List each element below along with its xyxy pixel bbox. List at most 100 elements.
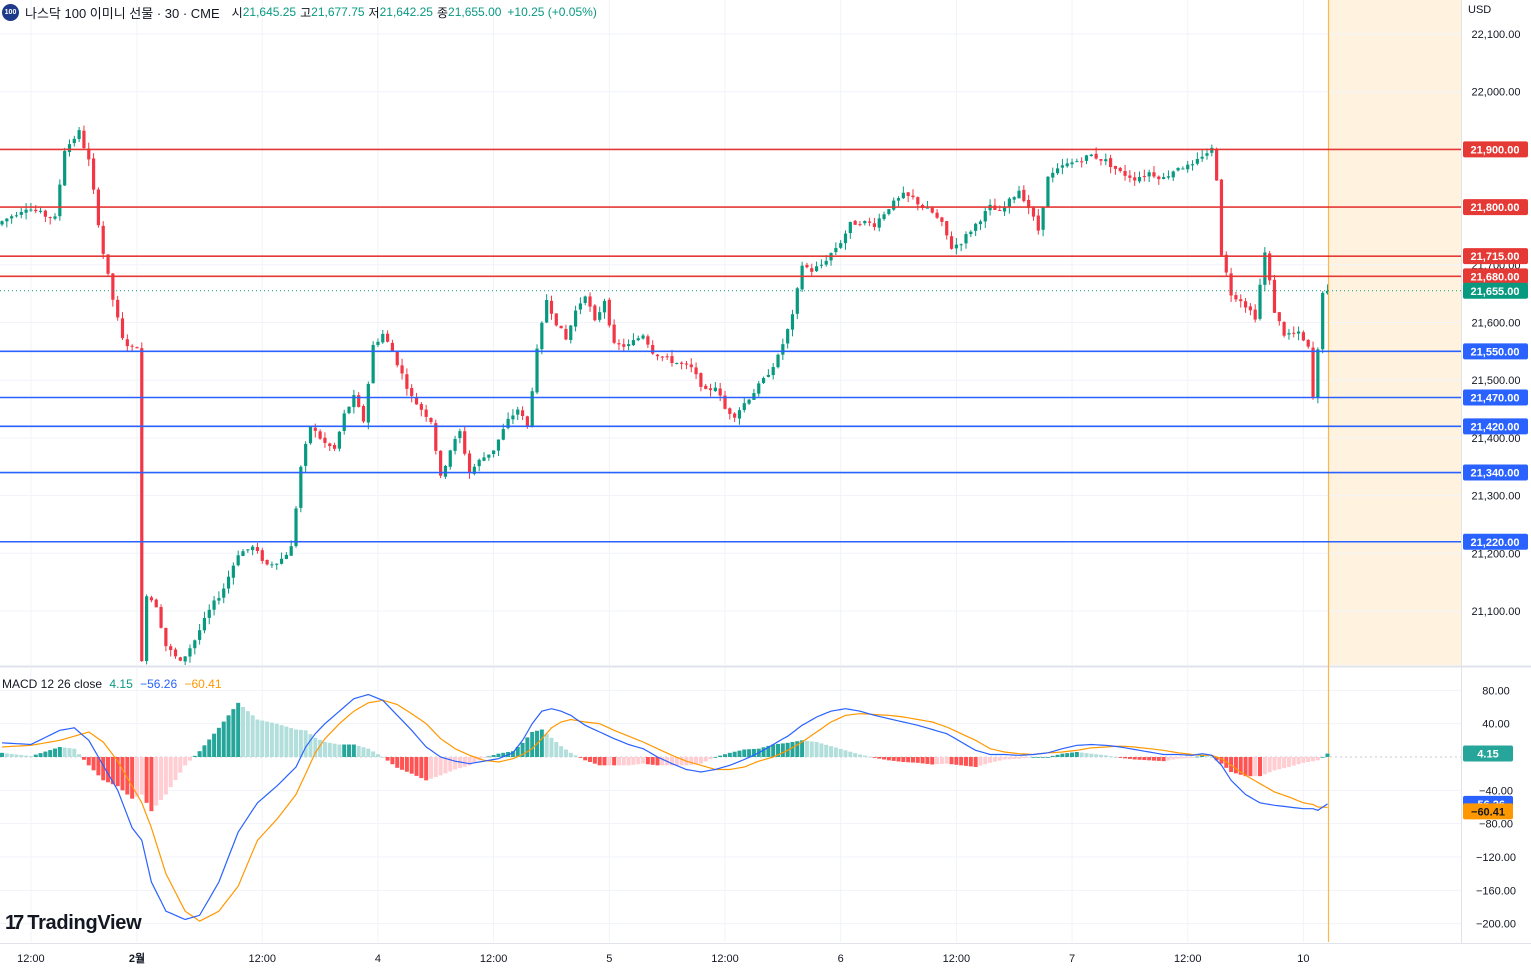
candle-body bbox=[612, 324, 616, 343]
macd-histogram-bar bbox=[390, 757, 395, 765]
macd-histogram-bar bbox=[1262, 757, 1267, 775]
support-level-badge bbox=[1463, 464, 1528, 481]
candle-body bbox=[477, 459, 481, 467]
candle-body bbox=[1243, 301, 1248, 308]
currency-label[interactable]: USD bbox=[1468, 4, 1492, 16]
candle-body bbox=[1022, 189, 1026, 202]
candle-body bbox=[5, 218, 9, 222]
macd-histogram-bar bbox=[650, 757, 655, 765]
macd-histogram-bar bbox=[144, 757, 149, 803]
candle-body bbox=[949, 236, 954, 249]
candle-body bbox=[159, 607, 163, 628]
macd-histogram-bar bbox=[342, 744, 347, 757]
macd-histogram-bar bbox=[395, 757, 400, 768]
macd-histogram-bar bbox=[1320, 756, 1325, 758]
price-tick-label: 22,000.00 bbox=[1472, 87, 1521, 99]
candle-body bbox=[43, 210, 47, 217]
macd-signal-line bbox=[1, 699, 1328, 922]
candle-body bbox=[843, 233, 848, 244]
candle-body bbox=[395, 351, 399, 366]
macd-histogram-bar bbox=[101, 757, 106, 781]
candle-body bbox=[607, 299, 611, 326]
candle-body bbox=[516, 409, 520, 415]
macd-histogram-bar bbox=[130, 757, 135, 799]
macd-histogram-bar bbox=[631, 757, 636, 765]
candle-body bbox=[164, 627, 168, 647]
macd-histogram-bar bbox=[1166, 757, 1171, 761]
macd-histogram-bar bbox=[1055, 754, 1060, 757]
price-tick-label: 21,300.00 bbox=[1472, 491, 1521, 503]
candle-body bbox=[1258, 284, 1262, 319]
macd-histogram-bar bbox=[766, 745, 771, 757]
candle-body bbox=[260, 550, 264, 561]
macd-histogram-bar bbox=[1021, 757, 1026, 759]
tradingview-wordmark: TradingView bbox=[27, 912, 142, 934]
macd-histogram-bar bbox=[1272, 757, 1277, 771]
macd-histogram-bar bbox=[351, 744, 356, 757]
candle-body bbox=[1277, 312, 1281, 322]
macd-histogram-bar bbox=[867, 756, 872, 758]
macd-histogram-bar bbox=[371, 751, 376, 757]
candle-body bbox=[1109, 158, 1113, 168]
tradingview-logo[interactable]: 17 TradingView bbox=[5, 912, 142, 935]
candle-body bbox=[376, 341, 380, 346]
macd-histogram-bar bbox=[279, 725, 284, 757]
candle-body bbox=[63, 150, 67, 186]
candle-body bbox=[106, 254, 110, 274]
candle-body bbox=[1234, 295, 1238, 300]
macd-histogram-bar bbox=[125, 757, 130, 795]
macd-histogram-bar bbox=[400, 757, 405, 770]
macd-histogram-bar bbox=[539, 729, 544, 757]
macd-histogram-bar bbox=[77, 754, 82, 757]
symbol-logo-icon[interactable]: 100 bbox=[2, 3, 19, 21]
candle-body bbox=[602, 300, 607, 313]
candle-body bbox=[414, 397, 419, 405]
candle-body bbox=[308, 426, 313, 444]
candle-body bbox=[930, 207, 934, 213]
candle-body bbox=[1210, 147, 1214, 153]
macd-histogram-bar bbox=[187, 757, 192, 761]
candle-body bbox=[680, 362, 684, 364]
macd-histogram-bar bbox=[983, 757, 988, 765]
candle-body bbox=[766, 374, 770, 377]
symbol-title[interactable]: 나스닥 100 이미니 선물 · 30 · CME bbox=[25, 5, 220, 21]
macd-histogram-bar bbox=[838, 748, 843, 757]
macd-histogram-bar bbox=[819, 743, 824, 757]
macd-histogram-bar bbox=[703, 757, 708, 762]
macd-histogram-bar bbox=[255, 719, 260, 757]
candle-body bbox=[183, 656, 187, 662]
candle-body bbox=[405, 374, 409, 389]
macd-histogram-bar bbox=[1050, 755, 1055, 757]
macd-histogram-bar bbox=[375, 754, 380, 757]
macd-legend[interactable]: MACD 12 26 close 4.15 −56.26 −60.41 bbox=[2, 677, 226, 691]
macd-histogram-bar bbox=[920, 757, 925, 764]
candle-body bbox=[332, 444, 337, 449]
macd-hist-label: 4.15 bbox=[1477, 749, 1498, 761]
time-tick-label: 12:00 bbox=[480, 953, 508, 965]
candle-body bbox=[945, 221, 949, 236]
macd-histogram-bar bbox=[303, 730, 308, 757]
time-tick-label: 7 bbox=[1069, 953, 1075, 965]
open-value: 21,645.25 bbox=[242, 5, 297, 19]
symbol-header: 100 나스닥 100 이미니 선물 · 30 · CME 시 21,645.25… bbox=[2, 2, 597, 22]
macd-histogram-bar bbox=[265, 721, 270, 757]
macd-histogram-bar bbox=[1094, 754, 1099, 757]
candle-body bbox=[226, 576, 231, 589]
macd-histogram-bar bbox=[120, 757, 125, 791]
macd-histogram-bar bbox=[737, 750, 742, 757]
candle-body bbox=[1060, 165, 1064, 168]
candle-body bbox=[347, 406, 351, 414]
candle-body bbox=[154, 599, 158, 608]
candle-body bbox=[1070, 162, 1074, 165]
macd-histogram-bar bbox=[72, 748, 77, 757]
macd-histogram-bar bbox=[660, 757, 665, 766]
candle-body bbox=[1055, 168, 1060, 174]
candle-body bbox=[1248, 306, 1252, 311]
macd-line-value: −56.26 bbox=[140, 677, 178, 691]
time-tick-label: 12:00 bbox=[17, 953, 45, 965]
macd-histogram-bar bbox=[1002, 757, 1007, 760]
macd-histogram-bar bbox=[968, 757, 973, 767]
macd-histogram-bar bbox=[1031, 757, 1036, 758]
macd-histogram-bar bbox=[1238, 757, 1243, 775]
